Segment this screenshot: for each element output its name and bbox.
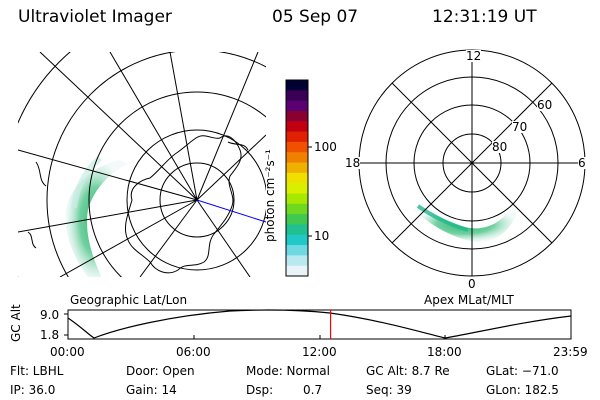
colorbar-segment — [286, 141, 308, 153]
colorbar-segment — [286, 203, 308, 215]
colorbar-segment — [286, 90, 308, 102]
colorbar-segment — [286, 162, 308, 174]
colorbar-tick-10: 10 — [314, 229, 330, 243]
colorbar-segment — [286, 80, 308, 91]
colorbar-segment — [286, 245, 308, 256]
altitude-axis-label: GC Alt — [9, 304, 23, 342]
colorbar-segment — [286, 183, 308, 194]
colorbar-segment — [286, 224, 308, 236]
dsp-label: Dsp: — [246, 383, 274, 397]
mode-info: Mode: Normal — [246, 364, 330, 378]
colorbar-segment — [286, 131, 308, 143]
mlat-label-70: 70 — [512, 120, 528, 134]
altitude-tick-1-8: 1.8 — [40, 328, 60, 342]
colorbar-segment — [286, 193, 308, 205]
ip-info: IP: 36.0 — [10, 383, 56, 397]
aurora-emission-right — [414, 206, 517, 243]
mlt-label-0: 0 — [468, 277, 476, 291]
time-label: 12:31:19 UT — [432, 7, 537, 27]
apex-caption: Apex MLat/MLT — [424, 293, 514, 307]
time-tick-0600: 06:00 — [176, 345, 211, 359]
mlt-label-6: 6 — [578, 156, 586, 170]
glon-info: GLon: 182.5 — [486, 383, 559, 397]
colorbar-segment — [286, 234, 308, 246]
mlt-label-12: 12 — [466, 49, 482, 63]
mlat-label-60: 60 — [537, 98, 553, 112]
time-tick-0000: 00:00 — [50, 345, 85, 359]
seq-info: Seq: 39 — [366, 383, 412, 397]
time-tick-1200: 12:00 — [302, 345, 337, 359]
time-tick-1800: 18:00 — [427, 345, 462, 359]
glat-info: GLat: −71.0 — [486, 364, 559, 378]
gain-info: Gain: 14 — [126, 383, 177, 397]
colorbar-segment — [286, 100, 308, 112]
filter-info: Flt: LBHL — [10, 364, 64, 378]
door-info: Door: Open — [126, 364, 195, 378]
coastline — [125, 135, 242, 274]
colorbar-tick-100: 100 — [314, 140, 337, 154]
colorbar-segment — [286, 265, 308, 277]
mlat-label-80: 80 — [492, 140, 508, 154]
dsp-value: 0.7 — [303, 383, 323, 397]
gc-alt-info: GC Alt: 8.7 Re — [366, 364, 450, 378]
colorbar-segment — [286, 121, 308, 133]
colorbar-segment — [286, 255, 308, 267]
instrument-title: Ultraviolet Imager — [18, 7, 172, 27]
colorbar-segment — [286, 172, 308, 184]
altitude-tick-9: 9.0 — [40, 308, 60, 322]
colorbar-segment — [286, 152, 308, 164]
colorbar-segment — [286, 110, 308, 122]
altitude-curve — [67, 309, 572, 339]
mlt-label-18: 18 — [345, 156, 361, 170]
date-label: 05 Sep 07 — [272, 7, 359, 27]
geographic-caption: Geographic Lat/Lon — [70, 293, 188, 307]
colorbar-segment — [286, 214, 308, 225]
time-tick-2359: 23:59 — [553, 345, 588, 359]
